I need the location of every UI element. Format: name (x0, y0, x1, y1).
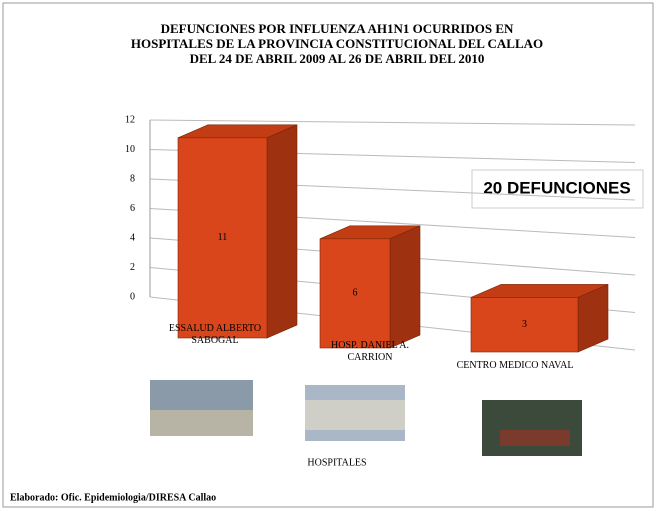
bar-side (266, 124, 298, 339)
value-label: 3 (522, 319, 527, 330)
footer: Elaborado: Ofic. Epidemiologia/DIRESA Ca… (10, 492, 216, 503)
y-tick-label: 10 (125, 144, 135, 155)
photo-building (500, 430, 570, 446)
annotation: 20 DEFUNCIONES (483, 178, 630, 197)
chart-title: HOSPITALES DE LA PROVINCIA CONSTITUCIONA… (131, 36, 543, 51)
photo-ground (150, 410, 253, 436)
photo-building (305, 400, 405, 430)
y-tick-label: 0 (130, 291, 135, 302)
y-tick-label: 6 (130, 203, 135, 214)
bar (319, 238, 391, 349)
x-tick-label: ESSALUD ALBERTO SABOGAL (168, 323, 262, 346)
chart-title: DEL 24 DE ABRIL 2009 AL 26 DE ABRIL DEL … (190, 51, 485, 66)
photo (482, 400, 582, 456)
x-tick-label: HOSP. DANIEL A. CARRION (331, 340, 409, 363)
x-axis-label: HOSPITALES (307, 457, 366, 468)
annotation-box (471, 169, 644, 209)
bar (470, 297, 579, 353)
y-tick-label: 4 (130, 232, 135, 243)
bar-side (389, 225, 421, 349)
bar (177, 137, 268, 339)
y-tick-label: 2 (130, 262, 135, 273)
y-tick-label: 8 (130, 173, 135, 184)
value-label: 11 (218, 232, 228, 243)
x-tick-label: CENTRO MEDICO NAVAL (456, 360, 574, 371)
value-label: 6 (353, 288, 358, 299)
title: DEFUNCIONES POR INFLUENZA AH1N1 OCURRIDO… (131, 21, 543, 66)
chart-title: DEFUNCIONES POR INFLUENZA AH1N1 OCURRIDO… (161, 21, 514, 36)
y-tick-label: 12 (125, 114, 135, 125)
grid-line (149, 119, 636, 126)
